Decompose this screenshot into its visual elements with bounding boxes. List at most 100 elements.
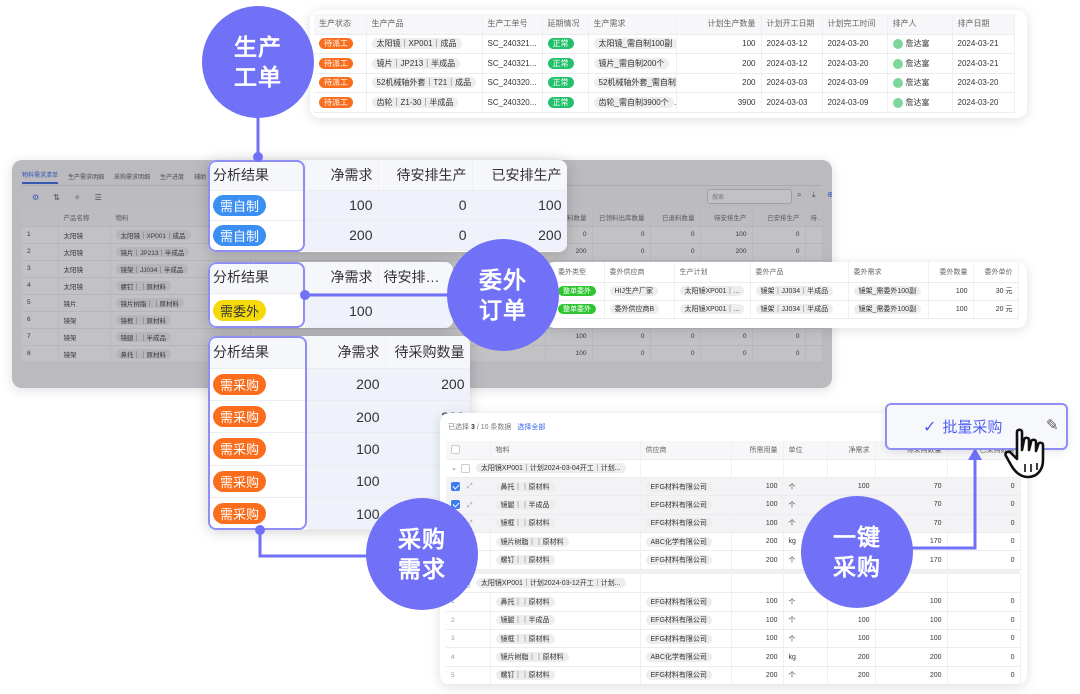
- column-header[interactable]: 委外产品: [750, 262, 849, 283]
- table-row[interactable]: 整单委外 委外供应商B 太阳镜XP001｜... 镜架｜JJ034｜半成品 镜架_需委外…: [553, 300, 1019, 319]
- column-header[interactable]: 待安排生产: [378, 160, 473, 191]
- column-header[interactable]: 分析结果: [208, 336, 308, 369]
- table-cell: 0: [947, 495, 1021, 515]
- search-icon[interactable]: ⌕: [797, 190, 802, 199]
- table-cell: 1: [22, 226, 59, 244]
- table-row[interactable]: 需委外 100: [208, 293, 453, 328]
- table-row[interactable]: 需自制 200 0 200: [208, 220, 567, 251]
- add-icon[interactable]: ⊕: [827, 190, 832, 199]
- row-select-cell: 3: [446, 629, 491, 649]
- column-header[interactable]: 委外单价: [973, 262, 1019, 283]
- status-badge: 待派工: [319, 77, 353, 89]
- column-header[interactable]: 已退料数量: [650, 208, 701, 227]
- select-all-checkbox[interactable]: [451, 445, 460, 455]
- table-cell: 镜架_需委外100副: [848, 300, 929, 319]
- column-header[interactable]: 排产日期: [952, 14, 1015, 35]
- header-row: 分析结果 净需求 待安排委外: [208, 262, 453, 294]
- pin-icon[interactable]: ✧: [73, 192, 81, 202]
- column-header[interactable]: 待安排委外: [378, 262, 453, 294]
- table-row[interactable]: 3 镜框｜｜原材料 EFG材料有限公司 100 个 100 100 0: [446, 629, 1021, 649]
- table-row[interactable]: 4 镜片树脂｜｜原材料 ABC化学有限公司 200 kg 200 200 0: [446, 647, 1021, 667]
- row-checkbox[interactable]: [451, 481, 460, 491]
- status-badge: 正常: [547, 77, 574, 89]
- selected-label: 已选择: [448, 424, 469, 431]
- table-row[interactable]: 需采购 100: [208, 432, 470, 466]
- tag: 太阳镜XP001｜...: [679, 304, 745, 314]
- table-row[interactable]: 待派工 镜片｜JP213｜半成品 SC_240321... 正常 镜片_需自制200个 2…: [314, 53, 1015, 74]
- callout-text: 采购: [833, 554, 881, 580]
- edit-pencil-icon[interactable]: ✎: [1046, 417, 1059, 434]
- column-header[interactable]: 委外需求: [848, 262, 929, 283]
- tab-0[interactable]: 物料需求清单: [22, 170, 59, 184]
- column-header[interactable]: 待安: [805, 208, 823, 227]
- column-header[interactable]: 委外数量: [928, 262, 974, 283]
- column-header[interactable]: 待采购数量: [385, 336, 470, 369]
- table-row[interactable]: 待派工 齿轮｜Z1-30｜半成品 SC_240320... 正常 齿轮_需自制3900个…: [314, 92, 1015, 113]
- column-header[interactable]: 已安排生产: [752, 208, 806, 227]
- column-header[interactable]: 生产状态: [314, 14, 367, 35]
- column-header[interactable]: 生产计划: [674, 262, 751, 283]
- table-row[interactable]: 5 螺钉｜｜原材料 EFG材料有限公司 200 个 200 200 0: [446, 666, 1021, 685]
- table-cell: 正常: [542, 73, 589, 93]
- tag: 螺钉｜｜原材料: [495, 555, 555, 566]
- column-header[interactable]: 供应商: [640, 441, 732, 460]
- tag: 镜框｜｜原材料: [115, 314, 171, 325]
- group-icon[interactable]: ☰: [94, 192, 102, 202]
- sort-icon[interactable]: ⇅: [53, 192, 60, 202]
- column-header[interactable]: 生产产品: [366, 14, 483, 35]
- table-row[interactable]: 待派工 52机械轴外套｜T21｜成品 SC_240320... 正常 52机械轴外套_需…: [314, 73, 1015, 93]
- table-row[interactable]: 2 镜腿｜｜半成品 EFG材料有限公司 100 个 100 100 0: [446, 611, 1021, 631]
- tab-1[interactable]: 生产需求明细: [68, 175, 105, 181]
- table-cell: 0: [752, 243, 806, 261]
- table-cell: 需采购: [208, 400, 308, 434]
- column-header[interactable]: 计划开工日期: [761, 14, 823, 35]
- column-header[interactable]: 净需求: [305, 262, 379, 294]
- table-row[interactable]: 待派工 太阳镜｜XP001｜成品 SC_240321... 正常 太阳镜_需自制100副…: [314, 34, 1015, 54]
- avatar: [892, 78, 903, 89]
- column-header[interactable]: 净需求: [305, 160, 379, 191]
- table-row[interactable]: ⤢ 鼻托｜｜原材料 EFG材料有限公司 100 个 100 70 0: [446, 477, 1021, 497]
- column-header[interactable]: 生产需求: [588, 14, 677, 35]
- column-header[interactable]: 净需求: [827, 441, 876, 460]
- download-icon[interactable]: ⤓: [812, 190, 816, 199]
- group-checkbox[interactable]: [460, 463, 470, 473]
- table-cell: 100: [307, 432, 386, 466]
- column-header[interactable]: [22, 208, 59, 227]
- column-header[interactable]: 排产人: [887, 14, 953, 35]
- tag: EFG材料有限公司: [645, 555, 712, 566]
- table-row[interactable]: 需采购 100: [208, 465, 470, 499]
- table-cell: 詹达富: [887, 53, 953, 74]
- column-header[interactable]: 物料: [490, 441, 641, 460]
- column-header[interactable]: 已安排生产: [472, 160, 567, 191]
- column-header[interactable]: 单位: [783, 441, 828, 460]
- tab-2[interactable]: 采购需求明细: [114, 175, 151, 181]
- column-header[interactable]: 延期情况: [542, 14, 589, 35]
- settings-icon[interactable]: ⚙: [32, 192, 40, 202]
- column-header[interactable]: 产品名称: [58, 208, 111, 227]
- batch-purchase-button[interactable]: ✓ 批量采购: [885, 403, 1068, 450]
- tab-4[interactable]: 辅助: [194, 175, 207, 181]
- select-all-link[interactable]: 选择全部: [517, 424, 546, 431]
- column-header[interactable]: 净需求: [307, 336, 386, 369]
- column-header[interactable]: 计划完工时间: [822, 14, 888, 35]
- column-header[interactable]: 计划生产数量: [676, 14, 762, 35]
- table-cell: 2024-03-03: [761, 73, 823, 93]
- tab-3[interactable]: 生产进度: [160, 175, 185, 181]
- group-row[interactable]: ⌄ 太阳镜XP001｜计划2024-03-04开工｜计划...: [446, 459, 1021, 478]
- table-row[interactable]: 需自制 100 0 100: [208, 190, 567, 221]
- column-header[interactable]: [446, 441, 491, 460]
- column-header[interactable]: 分析结果: [208, 262, 306, 294]
- column-header[interactable]: 委外供应商: [604, 262, 675, 283]
- column-header[interactable]: 委外类型: [553, 262, 605, 283]
- search-input[interactable]: 搜索: [707, 189, 792, 204]
- column-header[interactable]: 所需用量: [731, 441, 784, 460]
- column-header[interactable]: 分析结果: [208, 160, 306, 191]
- table-cell: 镜腿｜｜半成品: [490, 611, 641, 631]
- column-header[interactable]: 已领料出库数量: [592, 208, 651, 227]
- table-cell: EFG材料有限公司: [640, 495, 732, 515]
- column-header[interactable]: 待安排生产: [700, 208, 753, 227]
- table-row[interactable]: 整单委外 HIJ生产厂家 太阳镜XP001｜... 镜架｜JJ034｜半成品 镜架_需委…: [553, 282, 1019, 301]
- column-header[interactable]: 生产工单号: [482, 14, 543, 35]
- status-badge: 需采购: [213, 470, 267, 492]
